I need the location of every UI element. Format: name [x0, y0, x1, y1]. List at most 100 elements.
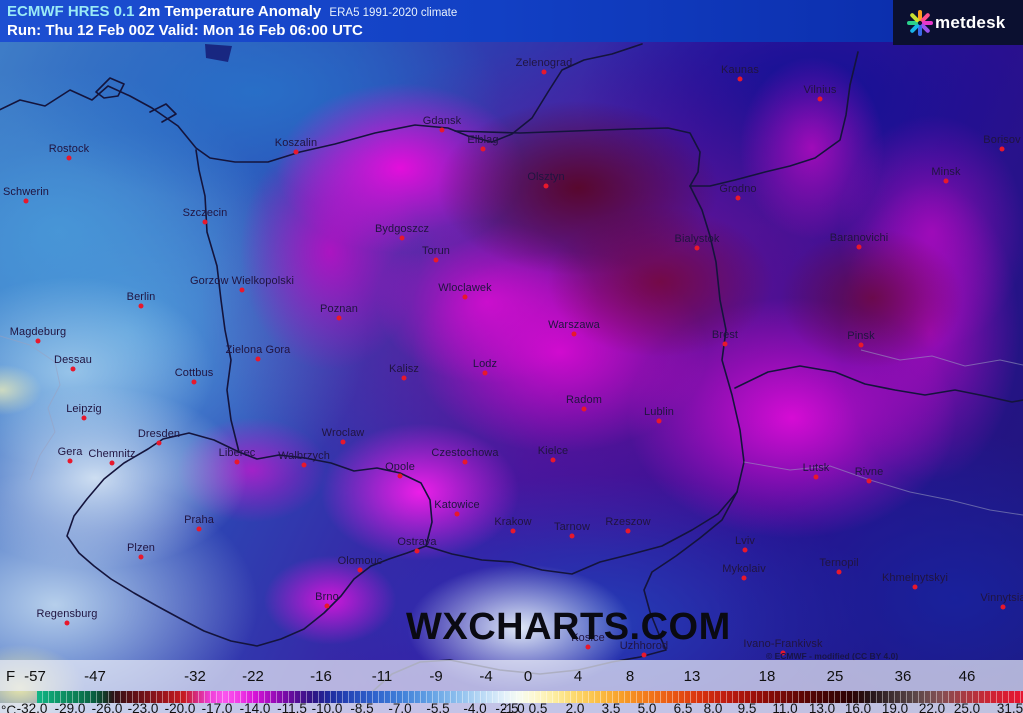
city-label: Lutsk	[802, 462, 830, 474]
city-label: Leipzig	[66, 403, 102, 415]
city-label: Rzeszow	[605, 516, 651, 528]
fahrenheit-tick: 46	[958, 668, 976, 685]
fahrenheit-tick: 36	[894, 668, 912, 685]
city-dot	[301, 462, 307, 468]
admin-border-belarus	[860, 349, 1023, 367]
city-label: Borisov	[983, 134, 1021, 146]
city-dot	[401, 375, 407, 381]
city-dot	[856, 244, 862, 250]
city-dot	[23, 198, 29, 204]
run-valid-line: Run: Thu 12 Feb 00Z Valid: Mon 16 Feb 06…	[7, 22, 363, 39]
city-dot	[737, 76, 743, 82]
city-label: Minsk	[931, 166, 961, 178]
city-dot	[234, 459, 240, 465]
city-dot	[202, 219, 208, 225]
celsius-tick: 8.0	[703, 701, 723, 713]
city-dot	[550, 457, 556, 463]
celsius-tick: -4.0	[463, 701, 487, 713]
city-dot	[156, 440, 162, 446]
city-dot	[735, 195, 741, 201]
admin-border-germany	[0, 335, 61, 481]
city-dot	[399, 235, 405, 241]
fahrenheit-tick: -57	[24, 668, 46, 685]
city-dot	[397, 473, 403, 479]
city-dot	[255, 356, 261, 362]
city-label: Walbrzych	[278, 450, 330, 462]
city-label: Kalisz	[389, 363, 419, 375]
city-label: Wloclawek	[438, 282, 492, 294]
city-dot	[722, 341, 728, 347]
city-label: Opole	[385, 461, 415, 473]
city-dot	[543, 183, 549, 189]
city-dot	[357, 567, 363, 573]
city-label: Torun	[421, 245, 451, 257]
city-label: Warszawa	[548, 319, 600, 331]
city-dot	[109, 460, 115, 466]
admin-border-ukraine	[743, 461, 1023, 516]
poland-czech-border	[238, 451, 433, 547]
city-label: Mykolaiv	[722, 563, 766, 575]
city-label: Baranovichi	[829, 232, 889, 244]
fahrenheit-tick: 0	[523, 668, 533, 685]
poland-west-border	[195, 149, 240, 453]
celsius-tick: 25.0	[953, 701, 981, 713]
city-dot	[641, 652, 647, 658]
city-label: Ternopil	[819, 557, 859, 569]
city-label: Koszalin	[274, 137, 318, 149]
fahrenheit-tick: 18	[758, 668, 776, 685]
color-gradient-bar	[37, 691, 1023, 703]
color-bar-segment-ticks	[37, 691, 1023, 703]
city-label: Lublin	[644, 406, 674, 418]
celsius-tick: -17.0	[201, 701, 233, 713]
city-dot	[817, 96, 823, 102]
celsius-tick: 31.5	[996, 701, 1023, 713]
city-label: Brest	[711, 329, 739, 341]
city-dot	[414, 548, 420, 554]
city-label: Khmelnytskyi	[882, 572, 948, 584]
fahrenheit-tick: -11	[371, 668, 393, 685]
celsius-tick: -7.0	[388, 701, 412, 713]
city-label: Magdeburg	[9, 326, 67, 338]
lithuania-belarus-border	[689, 51, 859, 187]
city-label: Grodno	[719, 183, 757, 195]
city-label: Kosice	[571, 632, 605, 644]
metdesk-logo-text: metdesk	[935, 12, 1006, 32]
city-label: Brno	[315, 591, 339, 603]
city-label: Schwerin	[2, 186, 50, 198]
fahrenheit-unit-label: F	[6, 668, 16, 685]
city-label: Dessau	[54, 354, 92, 366]
fahrenheit-tick-row: F -57 -47 -32 -22 -16 -11 -9 -4 0 4 8 13 18 25 36 46	[0, 660, 1023, 691]
city-dot	[35, 338, 41, 344]
city-dot	[191, 379, 197, 385]
city-label: Praha	[184, 514, 214, 526]
city-dot	[571, 331, 577, 337]
city-dot	[439, 127, 445, 133]
fahrenheit-tick: -4	[479, 668, 493, 685]
city-dot	[66, 155, 72, 161]
city-label: Radom	[566, 394, 602, 406]
city-label: Bialystok	[674, 233, 720, 245]
city-label: Liberec	[218, 447, 256, 459]
city-label: Chemnitz	[88, 448, 136, 460]
city-dot	[585, 644, 591, 650]
metdesk-starburst-icon	[907, 9, 933, 36]
city-label: Uzhhorod	[619, 640, 669, 652]
celsius-tick: -1.0	[501, 701, 525, 713]
belarus-ukraine-border	[734, 365, 1023, 403]
city-label: Vilnius	[803, 84, 837, 96]
city-dot	[239, 287, 245, 293]
city-label: Ivano-Frankivsk	[743, 638, 823, 650]
celsius-tick: -11.5	[277, 701, 307, 713]
celsius-tick: -14.0	[239, 701, 271, 713]
celsius-tick-row: °C -32.0 -29.0 -26.0 -23.0 -20.0 -17.0 -14.0 -1…	[0, 701, 1023, 713]
climate-baseline-note: ERA5 1991-2020 climate	[329, 7, 458, 19]
metdesk-logo: metdesk	[893, 0, 1023, 45]
city-dot	[1000, 604, 1006, 610]
celsius-tick: -10.0	[311, 701, 343, 713]
city-dot	[462, 459, 468, 465]
city-label: Dresden	[137, 428, 181, 440]
fahrenheit-tick: 8	[625, 668, 635, 685]
attribution-text: © ECMWF - modified (CC BY 4.0)	[766, 651, 899, 661]
city-dot	[480, 146, 486, 152]
